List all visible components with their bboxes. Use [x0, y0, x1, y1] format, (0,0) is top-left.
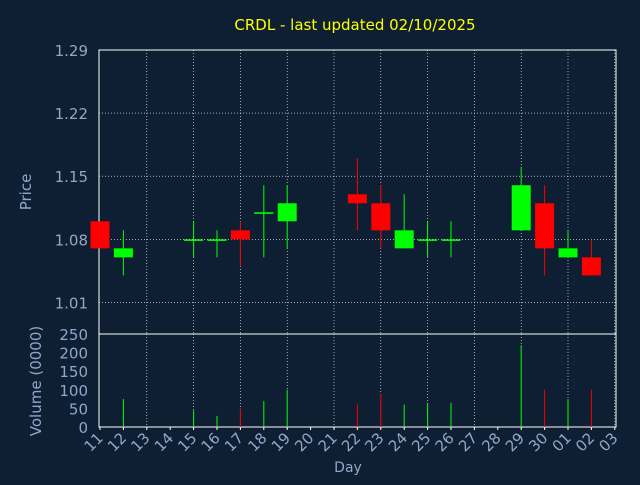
x-tick-label: 02	[572, 429, 598, 455]
candle-body	[230, 230, 250, 240]
volume-y-tick-label: 150	[59, 363, 88, 381]
candles	[90, 158, 601, 276]
candle-body	[441, 239, 461, 241]
x-tick-label: 30	[525, 429, 551, 455]
x-tick-label: 15	[174, 429, 200, 455]
candle	[230, 221, 250, 267]
candle-body	[371, 203, 391, 231]
candle	[371, 185, 391, 249]
x-tick-label: 13	[127, 429, 153, 455]
x-tick-label: 24	[385, 429, 411, 455]
x-tick-label: 20	[291, 429, 317, 455]
price-y-tick-label: 1.08	[55, 231, 88, 249]
x-tick-label: 25	[408, 429, 434, 455]
x-tick-label: 01	[549, 429, 575, 455]
candle	[90, 221, 110, 249]
volume-y-tick-label: 0	[78, 419, 88, 437]
x-tick-label: 19	[268, 429, 294, 455]
x-tick-label: 03	[595, 429, 621, 455]
candle	[254, 185, 274, 258]
x-tick-label: 12	[104, 429, 130, 455]
volume-axis-label: Volume (0000)	[27, 326, 45, 436]
price-y-tick-label: 1.22	[55, 105, 88, 123]
x-tick-label: 16	[198, 429, 224, 455]
x-tick-label: 26	[432, 429, 458, 455]
candle-body	[90, 221, 110, 249]
candle-body	[394, 230, 414, 249]
x-tick-label: 21	[315, 429, 341, 455]
candle-body	[277, 203, 297, 222]
x-ticks: 1112131415161718192021222324252627282930…	[81, 427, 622, 455]
volume-bars	[122, 345, 592, 427]
x-axis-label: Day	[334, 460, 362, 476]
x-tick-label: 17	[221, 429, 247, 455]
x-tick-label: 23	[361, 429, 387, 455]
candle-body	[581, 257, 601, 276]
candle-body	[207, 239, 227, 241]
candle	[581, 239, 601, 276]
candle-body	[347, 194, 367, 204]
candle	[347, 158, 367, 231]
x-tick-label: 28	[478, 429, 504, 455]
candle	[441, 221, 461, 258]
candle	[558, 230, 578, 258]
price-y-tick-label: 1.15	[55, 168, 88, 186]
candle-body	[418, 239, 438, 241]
candle-body	[254, 212, 274, 214]
candle-body	[535, 203, 555, 249]
candle-body	[511, 185, 531, 231]
candle	[535, 185, 555, 276]
volume-y-tick-label: 250	[59, 326, 88, 344]
candle	[511, 167, 531, 231]
x-tick-label: 22	[338, 429, 364, 455]
x-tick-label: 27	[455, 429, 481, 455]
candle-body	[113, 248, 133, 258]
candle	[418, 221, 438, 258]
candle-body	[558, 248, 578, 258]
price-y-tick-label: 1.29	[55, 42, 88, 60]
candle	[207, 230, 227, 258]
candle-body	[184, 239, 204, 241]
candle	[277, 185, 297, 249]
price-y-ticks: 1.29 1.22 1.15 1.08 1.01	[55, 42, 88, 312]
x-tick-label: 29	[502, 429, 528, 455]
volume-y-tick-label: 50	[69, 400, 88, 418]
chart-title: CRDL - last updated 02/10/2025	[234, 16, 475, 34]
volume-y-tick-label: 100	[59, 382, 88, 400]
price-y-tick-label: 1.01	[55, 294, 88, 312]
x-tick-label: 18	[244, 429, 270, 455]
volume-y-tick-label: 200	[59, 345, 88, 363]
x-tick-label: 14	[151, 429, 177, 455]
candle	[184, 221, 204, 258]
candle	[113, 230, 133, 276]
price-axis-label: Price	[17, 174, 35, 211]
candle	[394, 194, 414, 249]
